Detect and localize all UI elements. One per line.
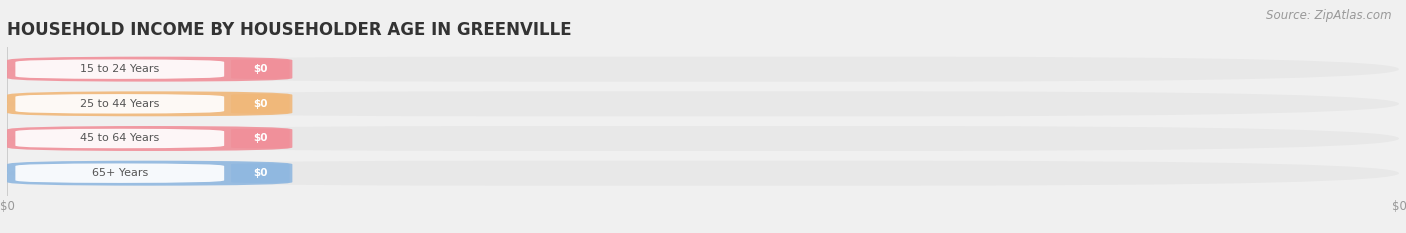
FancyBboxPatch shape xyxy=(15,163,224,183)
FancyBboxPatch shape xyxy=(7,126,292,151)
Text: $0: $0 xyxy=(253,64,267,74)
FancyBboxPatch shape xyxy=(7,91,1399,116)
FancyBboxPatch shape xyxy=(231,129,290,148)
FancyBboxPatch shape xyxy=(7,161,1399,186)
Text: 25 to 44 Years: 25 to 44 Years xyxy=(80,99,159,109)
FancyBboxPatch shape xyxy=(15,59,224,79)
FancyBboxPatch shape xyxy=(7,57,1399,82)
Text: $0: $0 xyxy=(253,134,267,144)
Text: HOUSEHOLD INCOME BY HOUSEHOLDER AGE IN GREENVILLE: HOUSEHOLD INCOME BY HOUSEHOLDER AGE IN G… xyxy=(7,21,572,39)
Text: Source: ZipAtlas.com: Source: ZipAtlas.com xyxy=(1267,9,1392,22)
FancyBboxPatch shape xyxy=(7,91,292,116)
FancyBboxPatch shape xyxy=(15,129,224,148)
FancyBboxPatch shape xyxy=(7,126,1399,151)
FancyBboxPatch shape xyxy=(15,94,224,113)
FancyBboxPatch shape xyxy=(7,161,292,186)
FancyBboxPatch shape xyxy=(231,94,290,113)
FancyBboxPatch shape xyxy=(7,57,292,82)
Text: $0: $0 xyxy=(253,99,267,109)
FancyBboxPatch shape xyxy=(231,163,290,183)
Text: 15 to 24 Years: 15 to 24 Years xyxy=(80,64,159,74)
FancyBboxPatch shape xyxy=(231,59,290,79)
Text: $0: $0 xyxy=(253,168,267,178)
Text: 65+ Years: 65+ Years xyxy=(91,168,148,178)
Text: 45 to 64 Years: 45 to 64 Years xyxy=(80,134,159,144)
